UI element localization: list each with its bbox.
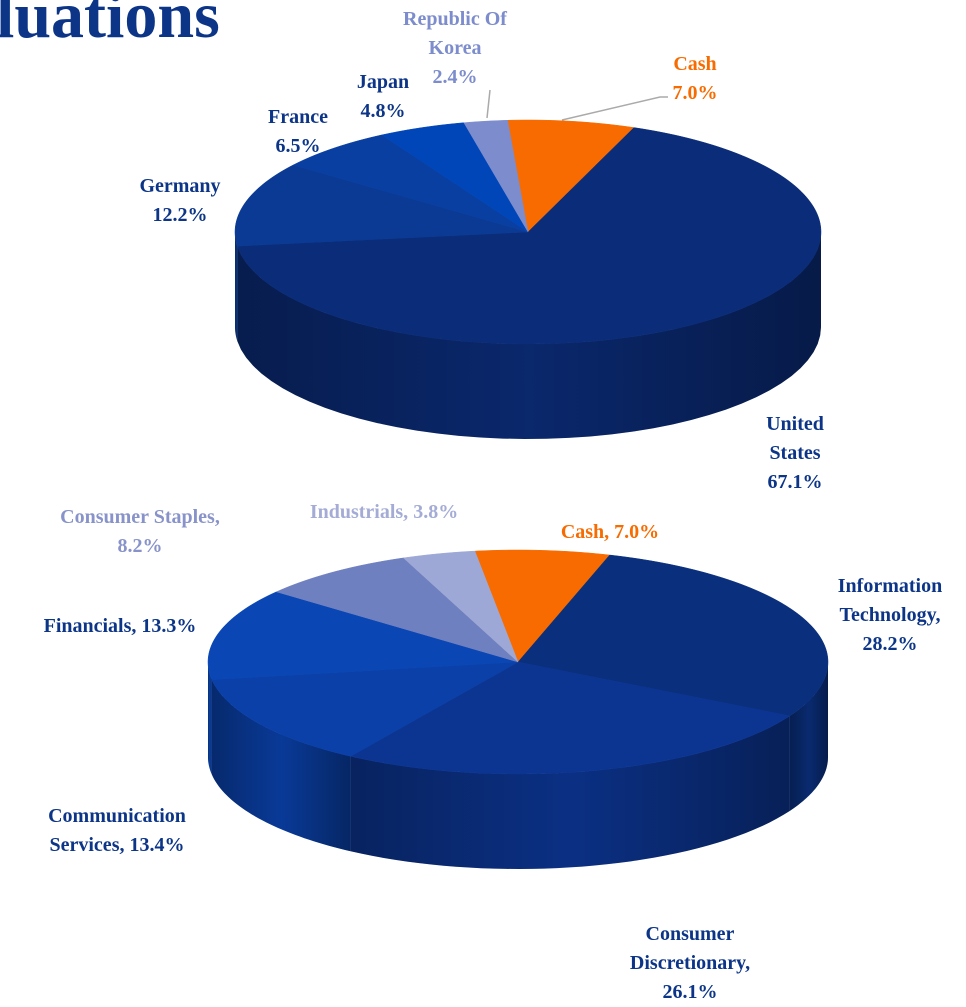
value-label: 13.3%	[141, 615, 197, 637]
pie-sides	[235, 232, 821, 439]
category-label: Germany	[139, 175, 221, 197]
pie-slice	[275, 557, 519, 663]
slice-side-shade	[789, 662, 828, 811]
pie-slice	[463, 120, 529, 233]
value-label: 3.8%	[413, 501, 459, 523]
pie-slice	[381, 122, 529, 233]
value-label: 26.1%	[662, 981, 718, 1003]
pie-slice	[507, 119, 635, 233]
slice-side	[208, 662, 212, 775]
data-label: France 6.5%	[248, 103, 348, 161]
category-label: Information Technology,	[837, 575, 943, 626]
slice-side	[237, 232, 821, 439]
category-label: United States	[766, 413, 824, 464]
slice-side-shade	[237, 232, 821, 439]
slice-side	[350, 715, 790, 869]
data-label: Consumer Discretionary, 26.1%	[600, 920, 780, 1007]
slice-side-shade	[211, 679, 351, 852]
data-label: Financials, 13.3%	[44, 612, 197, 641]
pie-slice	[236, 127, 822, 345]
category-label: Cash,	[560, 521, 610, 543]
slice-side-shade	[350, 715, 790, 869]
value-label: 7.0%	[672, 82, 718, 104]
pie-slice	[234, 164, 529, 247]
pie-slice	[211, 661, 519, 757]
pie-sides	[208, 662, 828, 869]
data-label: Industrials, 3.8%	[310, 498, 458, 527]
pie-tops	[207, 549, 829, 775]
category-label: Industrials,	[309, 501, 409, 523]
value-label: 67.1%	[767, 471, 823, 493]
value-label: 8.2%	[117, 535, 163, 557]
value-label: 2.4%	[432, 66, 478, 88]
pie-slice	[517, 554, 829, 717]
category-label: Communication Services,	[48, 805, 186, 856]
data-label: United States 67.1%	[750, 410, 840, 497]
data-label: Communication Services, 13.4%	[12, 802, 222, 860]
category-label: France	[268, 106, 328, 128]
value-label: 6.5%	[275, 135, 321, 157]
data-label: Republic Of Korea 2.4%	[380, 5, 530, 92]
data-label: Cash, 7.0%	[561, 518, 659, 547]
category-label: Japan	[356, 71, 410, 93]
category-label: Financials,	[43, 615, 137, 637]
data-label: Japan 4.8%	[343, 68, 423, 126]
data-label: Information Technology, 28.2%	[810, 572, 966, 659]
category-label: Cash	[673, 53, 717, 75]
slice-side	[211, 679, 351, 852]
slice-side-shade	[208, 662, 212, 775]
slice-side-shade	[235, 232, 238, 342]
value-label: 12.2%	[152, 204, 208, 226]
page-title: luations	[0, 0, 220, 52]
data-label: Cash 7.0%	[650, 50, 740, 108]
value-label: 13.4%	[129, 834, 185, 856]
pie-chart	[207, 549, 829, 869]
pie-slice	[402, 550, 519, 663]
pie-slice	[207, 591, 519, 680]
slice-side	[789, 662, 828, 811]
category-label: Republic Of Korea	[403, 8, 507, 59]
value-label: 7.0%	[614, 521, 660, 543]
pie-slice	[349, 661, 791, 775]
value-label: 28.2%	[862, 633, 918, 655]
pie-slice	[474, 549, 611, 663]
leader-line	[486, 89, 491, 119]
slice-side	[235, 232, 238, 342]
pie-tops	[234, 119, 822, 345]
pie-slice	[292, 134, 529, 233]
category-label: Consumer Staples,	[60, 506, 220, 528]
leader-line	[561, 96, 668, 121]
pie-chart	[234, 119, 822, 439]
category-label: Consumer Discretionary,	[629, 923, 751, 974]
data-label: Germany 12.2%	[115, 172, 245, 230]
value-label: 4.8%	[360, 100, 406, 122]
data-label: Consumer Staples, 8.2%	[60, 503, 220, 561]
